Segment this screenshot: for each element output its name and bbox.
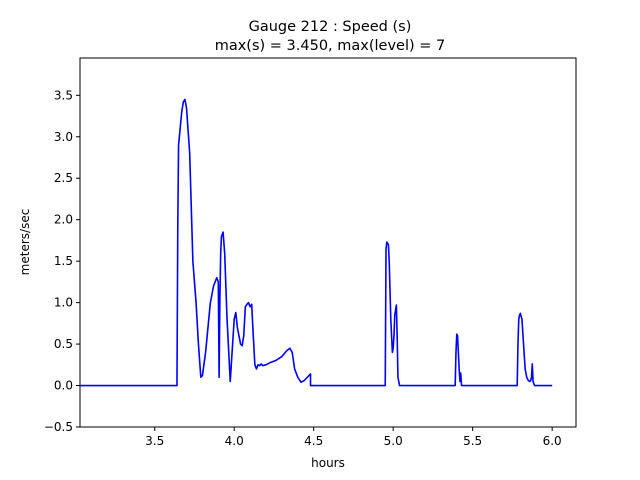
y-tick-label: 2.0 bbox=[54, 213, 73, 227]
x-axis-label: hours bbox=[311, 456, 345, 470]
x-tick-label: 5.5 bbox=[463, 434, 482, 448]
x-axis-ticks: 3.5 4.0 4.5 5.0 5.5 6.0 bbox=[145, 427, 562, 448]
y-tick-label: 3.5 bbox=[54, 88, 73, 102]
speed-series-line bbox=[80, 98, 553, 387]
y-tick-label: 1.5 bbox=[54, 254, 73, 268]
chart-title-line2: max(s) = 3.450, max(level) = 7 bbox=[215, 38, 446, 54]
y-axis-ticks: −0.5 0.0 0.5 1.0 1.5 2.0 2.5 3.0 3.5 bbox=[44, 88, 80, 434]
plot-frame bbox=[79, 57, 577, 428]
x-tick-label: 4.5 bbox=[304, 434, 323, 448]
x-tick-label: 6.0 bbox=[543, 434, 562, 448]
y-axis-label: meters/sec bbox=[18, 209, 32, 276]
y-tick-label: −0.5 bbox=[44, 420, 73, 434]
y-tick-label: 2.5 bbox=[54, 171, 73, 185]
x-tick-label: 3.5 bbox=[145, 434, 164, 448]
y-tick-label: 1.0 bbox=[54, 296, 73, 310]
y-tick-label: 0.5 bbox=[54, 337, 73, 351]
chart-title-line1: Gauge 212 : Speed (s) bbox=[249, 19, 412, 35]
x-tick-label: 5.0 bbox=[384, 434, 403, 448]
x-tick-label: 4.0 bbox=[225, 434, 244, 448]
y-tick-label: 0.0 bbox=[54, 379, 73, 393]
y-tick-label: 3.0 bbox=[54, 130, 73, 144]
